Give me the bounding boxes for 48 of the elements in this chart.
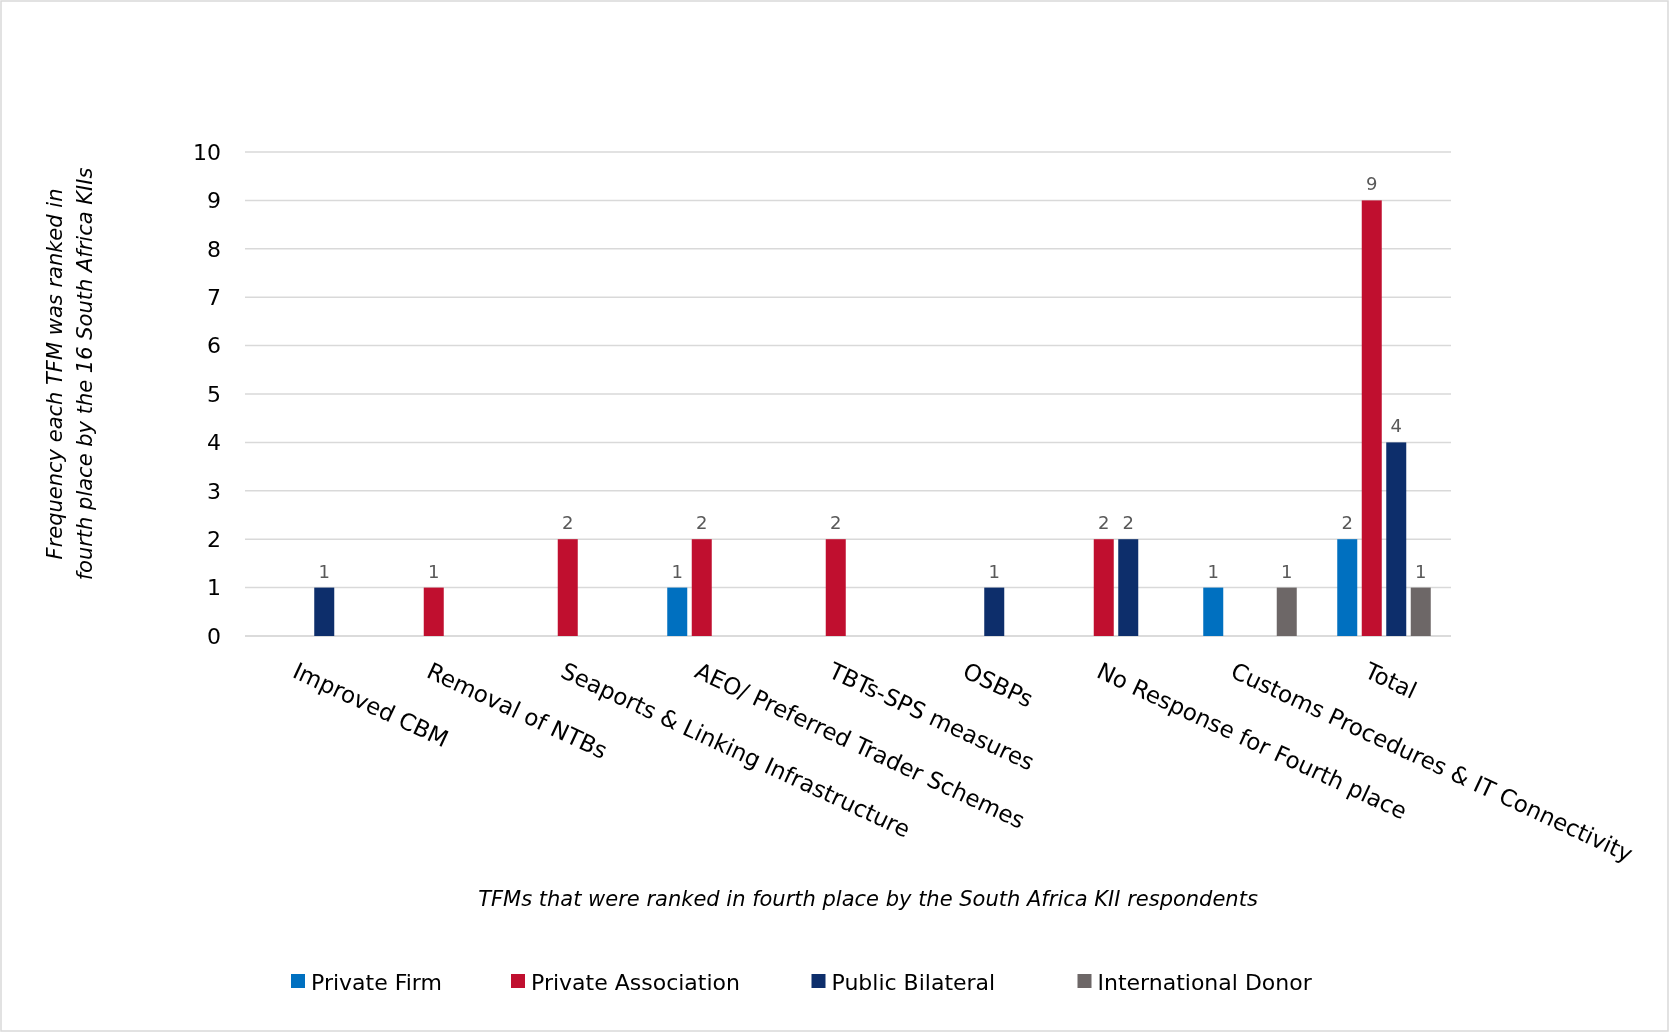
y-tick-label: 1 xyxy=(207,575,221,601)
data-label: 1 xyxy=(1207,560,1219,582)
data-label: 2 xyxy=(1341,512,1353,534)
bar xyxy=(314,587,335,636)
bar xyxy=(423,587,444,636)
data-label: 1 xyxy=(988,560,1000,582)
y-axis-title: Frequency each TFM was ranked in fourth place by the 16 South Africa KIIs xyxy=(43,167,97,581)
bar xyxy=(1337,539,1358,636)
data-label: 1 xyxy=(1415,560,1427,582)
bar xyxy=(1093,539,1114,636)
data-label: 1 xyxy=(428,560,440,582)
data-label: 2 xyxy=(1098,512,1110,534)
y-tick-label: 9 xyxy=(207,188,221,214)
x-tick-label: Total xyxy=(1360,657,1421,704)
data-label: 1 xyxy=(318,560,330,582)
y-tick-label: 10 xyxy=(193,139,221,165)
bar xyxy=(1118,539,1139,636)
data-label: 2 xyxy=(1122,512,1134,534)
bar xyxy=(1410,587,1431,636)
data-label: 9 xyxy=(1366,173,1378,195)
y-tick-label: 3 xyxy=(207,478,221,504)
bar xyxy=(825,539,846,636)
y-tick-label: 4 xyxy=(207,430,221,456)
y-tick-label: 0 xyxy=(207,623,221,649)
legend-label: Public Bilateral xyxy=(831,969,996,995)
legend-label: Private Firm xyxy=(311,969,442,995)
data-label: 2 xyxy=(562,512,574,534)
bar xyxy=(1203,587,1224,636)
data-label: 1 xyxy=(671,560,683,582)
bar xyxy=(984,587,1005,636)
bar xyxy=(691,539,712,636)
bar xyxy=(1386,442,1407,636)
data-label: 4 xyxy=(1390,415,1402,437)
legend-label: Private Association xyxy=(531,969,740,995)
bar xyxy=(667,587,688,636)
data-label: 2 xyxy=(830,512,842,534)
data-label: 2 xyxy=(696,512,708,534)
x-axis-title: TFMs that were ranked in fourth place by the South Africa KII respondents xyxy=(478,887,1258,911)
legend-label: International Donor xyxy=(1097,969,1313,995)
y-tick-label: 5 xyxy=(207,381,221,407)
bar xyxy=(1276,587,1297,636)
y-tick-label: 8 xyxy=(207,236,221,262)
data-label: 1 xyxy=(1281,560,1293,582)
y-tick-label: 7 xyxy=(207,284,221,310)
y-tick-label: 6 xyxy=(207,333,221,359)
bar xyxy=(557,539,578,636)
bar xyxy=(1361,200,1382,636)
y-tick-label: 2 xyxy=(207,526,221,552)
